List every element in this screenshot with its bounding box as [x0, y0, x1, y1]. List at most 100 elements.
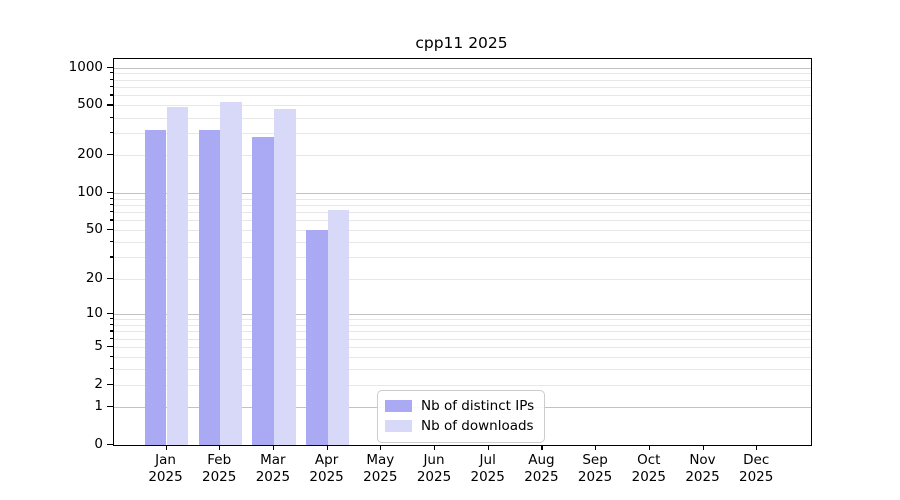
minor-gridline: [114, 384, 811, 386]
y-axis-minor-tick: [109, 323, 113, 326]
minor-gridline: [114, 212, 811, 214]
y-axis-minor-tick: [109, 78, 113, 80]
y-axis-tick-label: 500: [77, 96, 103, 113]
bar-downloads: [273, 108, 296, 445]
minor-gridline: [114, 230, 811, 232]
x-axis-tick-label-year: 2025: [202, 469, 237, 485]
x-axis-tick-label-year: 2025: [416, 469, 452, 485]
minor-gridline: [114, 278, 811, 280]
y-axis-tick: [107, 66, 113, 68]
x-axis-tick-label: Mar 2025: [233, 452, 313, 486]
y-axis-minor-tick: [109, 368, 113, 370]
y-axis-minor-tick: [109, 72, 113, 74]
minor-gridline: [114, 73, 811, 75]
x-axis-tick: [272, 445, 275, 450]
y-axis-tick: [107, 229, 113, 231]
minor-gridline: [114, 324, 811, 326]
y-axis-tick-label: 20: [85, 269, 103, 286]
bar-distinct-ips: [198, 129, 221, 445]
y-axis-minor-tick: [109, 197, 113, 199]
x-axis-tick-label: Jan 2025: [126, 452, 206, 486]
y-axis-minor-tick: [109, 330, 113, 332]
bar-distinct-ips: [252, 137, 274, 445]
plot-area: Nb of distinct IPs Nb of downloads: [113, 58, 812, 446]
y-axis-tick-label: 1000: [68, 58, 103, 75]
minor-gridline: [114, 79, 811, 81]
x-axis-tick: [756, 445, 758, 450]
minor-gridline: [114, 105, 811, 107]
y-axis-tick-label: 1: [94, 398, 103, 415]
legend-label: Nb of downloads: [421, 418, 534, 434]
y-axis-tick: [107, 191, 113, 194]
minor-gridline: [114, 369, 811, 371]
minor-gridline: [114, 331, 811, 333]
x-axis-tick: [541, 445, 543, 450]
x-axis-tick-label: Nov 2025: [663, 452, 743, 486]
x-axis-tick: [434, 445, 436, 450]
y-axis-minor-tick: [109, 203, 113, 206]
x-axis-tick-label: Sep 2025: [555, 452, 635, 486]
x-axis-tick: [219, 445, 221, 450]
bar-downloads: [220, 102, 242, 445]
minor-gridline: [114, 117, 811, 119]
bar-distinct-ips: [144, 130, 167, 445]
y-axis-tick-label: 2: [94, 375, 103, 392]
y-axis-tick: [107, 104, 113, 106]
x-axis-tick-label: Aug 2025: [501, 452, 581, 486]
y-axis-tick-label: 5: [94, 338, 103, 355]
chart-title: cpp11 2025: [415, 34, 508, 52]
y-axis-minor-tick: [109, 94, 113, 96]
x-axis-tick-label: Jul 2025: [448, 452, 528, 486]
y-axis-tick: [107, 277, 113, 279]
x-axis-tick-label-year: 2025: [363, 469, 398, 485]
minor-gridline: [114, 155, 811, 157]
y-axis-minor-tick: [109, 86, 113, 88]
x-axis-tick-label: Oct 2025: [609, 452, 689, 486]
x-axis-tick-label: May 2025: [340, 452, 420, 486]
major-gridline: [114, 192, 811, 194]
y-axis-tick: [107, 346, 113, 348]
x-axis-tick-label-year: 2025: [470, 469, 505, 485]
bar-downloads: [166, 106, 189, 445]
major-gridline: [114, 67, 811, 69]
y-axis-tick: [107, 312, 113, 315]
minor-gridline: [114, 220, 811, 222]
y-axis-minor-tick: [109, 116, 113, 118]
x-axis-tick-label-year: 2025: [631, 469, 666, 485]
minor-gridline: [114, 133, 811, 135]
x-axis-tick: [702, 445, 704, 450]
legend-swatch-distinct-ips: [385, 400, 412, 412]
x-axis-tick-label-year: 2025: [577, 469, 613, 485]
legend-item: Nb of downloads: [385, 416, 536, 436]
major-gridline: [114, 313, 811, 315]
minor-gridline: [114, 198, 811, 200]
y-axis-minor-tick: [109, 356, 113, 358]
x-axis-tick: [165, 445, 167, 450]
minor-gridline: [114, 338, 811, 340]
y-axis-minor-tick: [109, 132, 113, 134]
minor-gridline: [114, 319, 811, 321]
minor-gridline: [114, 257, 811, 259]
minor-gridline: [114, 95, 811, 97]
legend-swatch-downloads: [385, 420, 412, 432]
minor-gridline: [114, 357, 811, 359]
x-axis-tick-label: Dec 2025: [716, 452, 796, 486]
x-axis-tick-label: Feb 2025: [179, 452, 259, 486]
minor-gridline: [114, 242, 811, 244]
x-axis-tick-label: Jun 2025: [394, 452, 474, 486]
y-axis-minor-tick: [109, 318, 113, 320]
y-axis-tick-label: 10: [85, 304, 103, 321]
bar-downloads: [327, 209, 350, 445]
x-axis-tick-label-year: 2025: [255, 469, 291, 485]
x-axis-tick-label-year: 2025: [739, 469, 774, 485]
x-axis-tick-label-year: 2025: [309, 469, 344, 485]
bar-distinct-ips: [305, 230, 328, 445]
x-axis-tick: [380, 445, 382, 450]
x-axis-tick: [595, 445, 597, 450]
x-axis-tick-label-year: 2025: [685, 469, 720, 485]
y-axis-minor-tick: [109, 211, 113, 213]
y-axis-tick: [107, 154, 113, 156]
y-axis-tick: [107, 383, 113, 386]
x-axis-tick-label-year: 2025: [524, 469, 559, 485]
